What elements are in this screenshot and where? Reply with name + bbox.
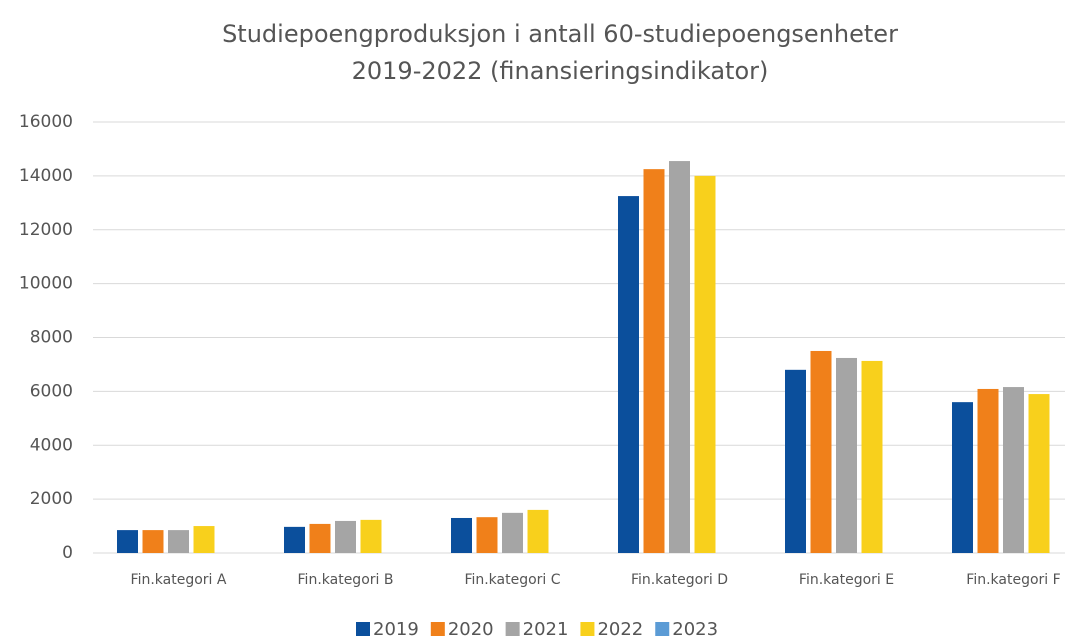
bar: [810, 350, 832, 553]
bar: [669, 161, 690, 553]
chart-title: Studiepoengproduksjon i antall 60-studie…: [222, 20, 898, 48]
x-tick-label: Fin.kategori D: [631, 572, 728, 588]
bar: [309, 523, 331, 553]
bar: [861, 360, 883, 553]
bar: [193, 526, 215, 553]
bar: [502, 512, 523, 553]
y-tick-label: 4000: [30, 435, 73, 455]
x-tick-label: Fin.kategori F: [966, 572, 1060, 588]
bar: [977, 388, 999, 553]
y-tick-label: 14000: [19, 166, 73, 186]
bar: [335, 520, 356, 553]
bar: [836, 357, 857, 553]
bar: [785, 369, 806, 553]
bar: [1003, 387, 1024, 553]
bar: [476, 517, 498, 553]
bar: [451, 517, 472, 553]
x-tick-label: Fin.kategori E: [799, 572, 894, 588]
x-tick-label: Fin.kategori A: [131, 572, 227, 588]
legend-label: 2022: [597, 619, 643, 639]
y-tick-label: 8000: [30, 328, 73, 348]
legend-label: 2023: [672, 619, 718, 639]
y-tick-label: 16000: [19, 112, 73, 132]
bar: [643, 169, 665, 553]
legend-swatch: [655, 622, 670, 636]
bar: [360, 519, 382, 553]
x-tick-label: Fin.kategori B: [298, 572, 394, 588]
bar: [952, 402, 973, 553]
bar: [117, 530, 138, 553]
bar: [618, 196, 639, 553]
bar: [1028, 394, 1050, 553]
legend-swatch: [356, 622, 370, 636]
legend-swatch: [505, 622, 520, 636]
y-tick-label: 0: [62, 543, 73, 563]
bar: [142, 530, 164, 553]
bar: [527, 509, 549, 553]
y-tick-label: 6000: [30, 381, 73, 401]
x-tick-label: Fin.kategori C: [464, 572, 560, 588]
bar: [168, 530, 189, 553]
y-tick-label: 2000: [30, 489, 73, 509]
y-tick-label: 12000: [19, 220, 73, 240]
legend-label: 2019: [373, 619, 419, 639]
bar: [284, 526, 305, 553]
legend-swatch: [430, 622, 445, 636]
legend-label: 2020: [448, 619, 494, 639]
bar: [694, 175, 716, 553]
legend-swatch: [580, 622, 595, 636]
chart-title: 2019-2022 (finansieringsindikator): [352, 57, 769, 85]
legend-label: 2021: [523, 619, 569, 639]
y-tick-label: 10000: [19, 274, 73, 294]
